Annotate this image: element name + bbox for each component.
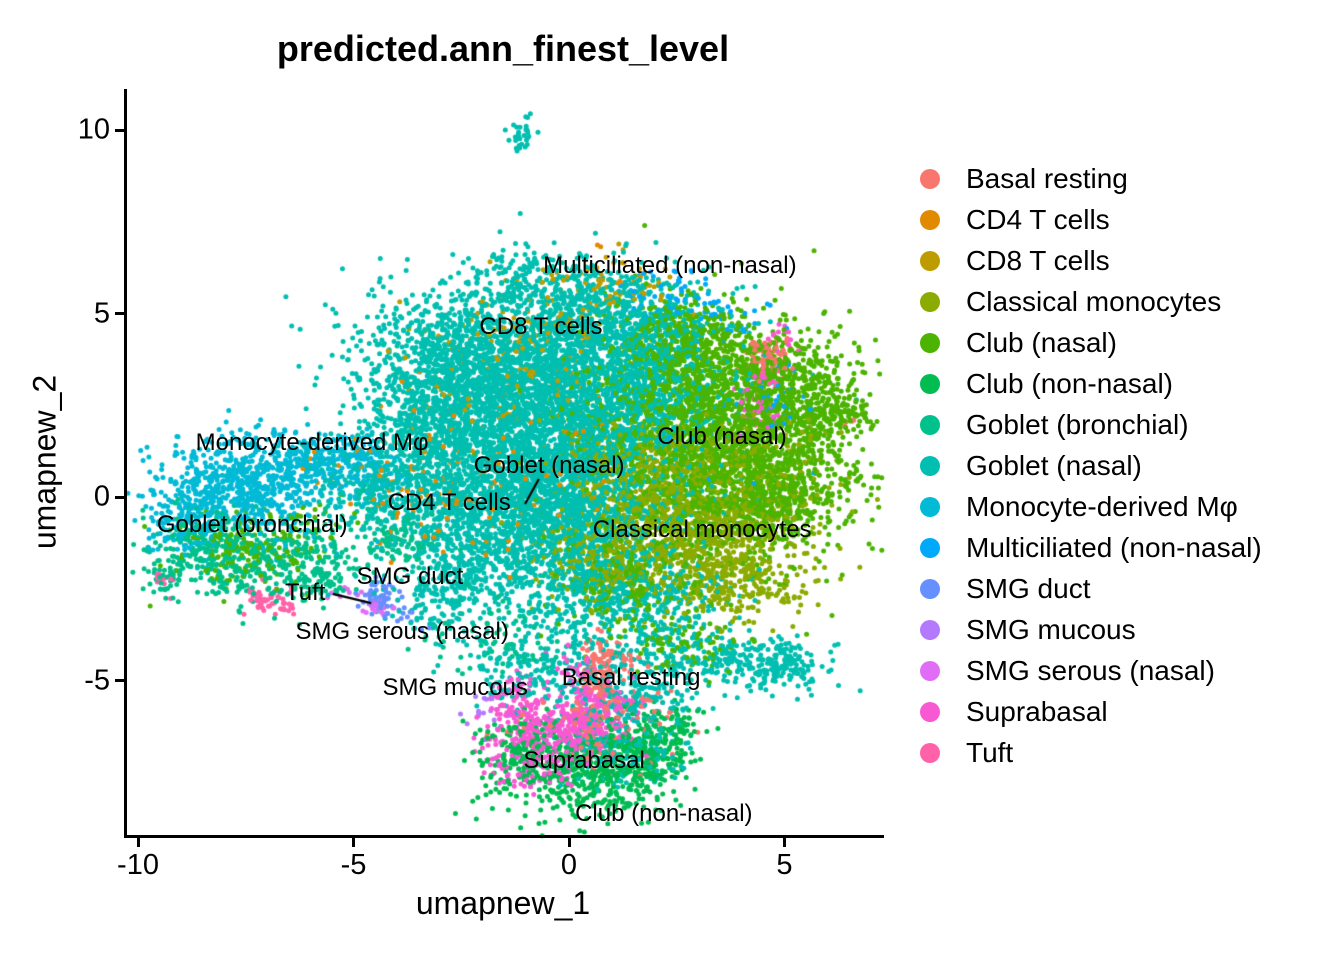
y-axis-title: umapnew_2 [26,374,63,550]
legend-item-label: Goblet (nasal) [966,449,1142,481]
cluster-label: CD8 T cells [479,313,603,341]
legend-item-label: SMG duct [966,572,1091,604]
legend-item: Goblet (bronchial) [920,404,1262,445]
x-axis-line [124,835,884,838]
cluster-label: Goblet (nasal) [473,452,625,480]
y-tick-mark [115,312,124,315]
legend-item-label: CD4 T cells [966,203,1110,235]
legend-item: Tuft [920,732,1262,773]
legend-item: SMG mucous [920,609,1262,650]
legend-item-label: Multiciliated (non-nasal) [966,531,1262,563]
legend-color-dot [920,291,940,312]
cluster-label: SMG duct [356,563,464,590]
legend-color-dot [920,619,940,640]
cluster-label: Classical monocytes [592,516,812,544]
x-tick-label: 5 [776,849,793,881]
legend-color-dot [920,742,940,763]
legend-item: Suprabasal [920,691,1262,732]
legend-item-label: Suprabasal [966,695,1108,727]
legend-item-label: Tuft [966,736,1014,768]
y-tick-label: -5 [84,664,110,696]
legend-item: CD8 T cells [920,240,1262,281]
cluster-label: Club (non-nasal) [575,800,753,828]
legend-item-label: Club (nasal) [966,326,1117,358]
legend-item-label: Classical monocytes [966,285,1222,317]
cluster-label: CD4 T cells [387,488,511,516]
y-tick-mark [115,495,124,499]
cluster-label: SMG serous (nasal) [295,618,509,646]
legend-color-dot [920,168,940,189]
legend-item: SMG duct [920,568,1262,609]
legend-item: Club (nasal) [920,322,1262,363]
cluster-label: Club (nasal) [657,423,787,451]
legend-color-dot [920,660,940,681]
y-axis-line [124,89,127,838]
legend-item-label: SMG mucous [966,613,1136,645]
legend-item-label: Goblet (bronchial) [966,408,1189,440]
legend-color-dot [920,455,940,476]
legend-item: Monocyte-derived Mφ [920,486,1262,527]
legend-color-dot [920,701,940,722]
cluster-label: Suprabasal [523,746,645,774]
x-tick-mark [567,838,571,847]
x-tick-mark [352,838,355,847]
y-tick-label: 5 [93,297,110,329]
legend-item-label: Club (non-nasal) [966,367,1173,399]
legend-item-label: SMG serous (nasal) [966,654,1215,686]
legend-item: CD4 T cells [920,199,1262,240]
legend: Basal resting CD4 T cells CD8 T cells Class… [920,158,1262,773]
plot-title: predicted.ann_finest_level [276,28,730,69]
x-tick-mark [136,838,140,847]
legend-item: Goblet (nasal) [920,445,1262,486]
y-tick-mark [115,679,124,682]
legend-item: Club (non-nasal) [920,363,1262,404]
legend-color-dot [920,578,940,599]
legend-item: Basal resting [920,158,1262,199]
y-tick-label: 10 [77,113,110,146]
cluster-label: Basal resting [561,663,701,691]
legend-color-dot [920,332,940,353]
legend-item: Multiciliated (non-nasal) [920,527,1262,568]
cluster-label: Multiciliated (non-nasal) [543,252,797,280]
x-tick-label: -10 [117,849,159,881]
legend-item: Classical monocytes [920,281,1262,322]
legend-color-dot [920,373,940,394]
cluster-label: Monocyte-derived Mφ [195,429,429,457]
y-tick-mark [115,128,124,132]
legend-color-dot [920,414,940,435]
x-tick-mark [783,838,786,847]
legend-color-dot [920,250,940,271]
x-axis-title: umapnew_1 [415,885,591,921]
cluster-label: Goblet (bronchial) [156,510,348,538]
legend-color-dot [920,537,940,558]
legend-item-label: Monocyte-derived Mφ [966,490,1238,522]
x-tick-label: 0 [560,849,578,881]
legend-item-label: CD8 T cells [966,244,1110,276]
legend-color-dot [920,209,940,230]
y-tick-label: 0 [93,480,110,513]
legend-color-dot [920,496,940,517]
legend-item-label: Basal resting [966,162,1128,194]
x-tick-label: -5 [340,849,367,881]
cluster-label: Tuft [284,579,326,607]
legend-item: SMG serous (nasal) [920,650,1262,691]
cluster-label: SMG mucous [382,673,528,701]
